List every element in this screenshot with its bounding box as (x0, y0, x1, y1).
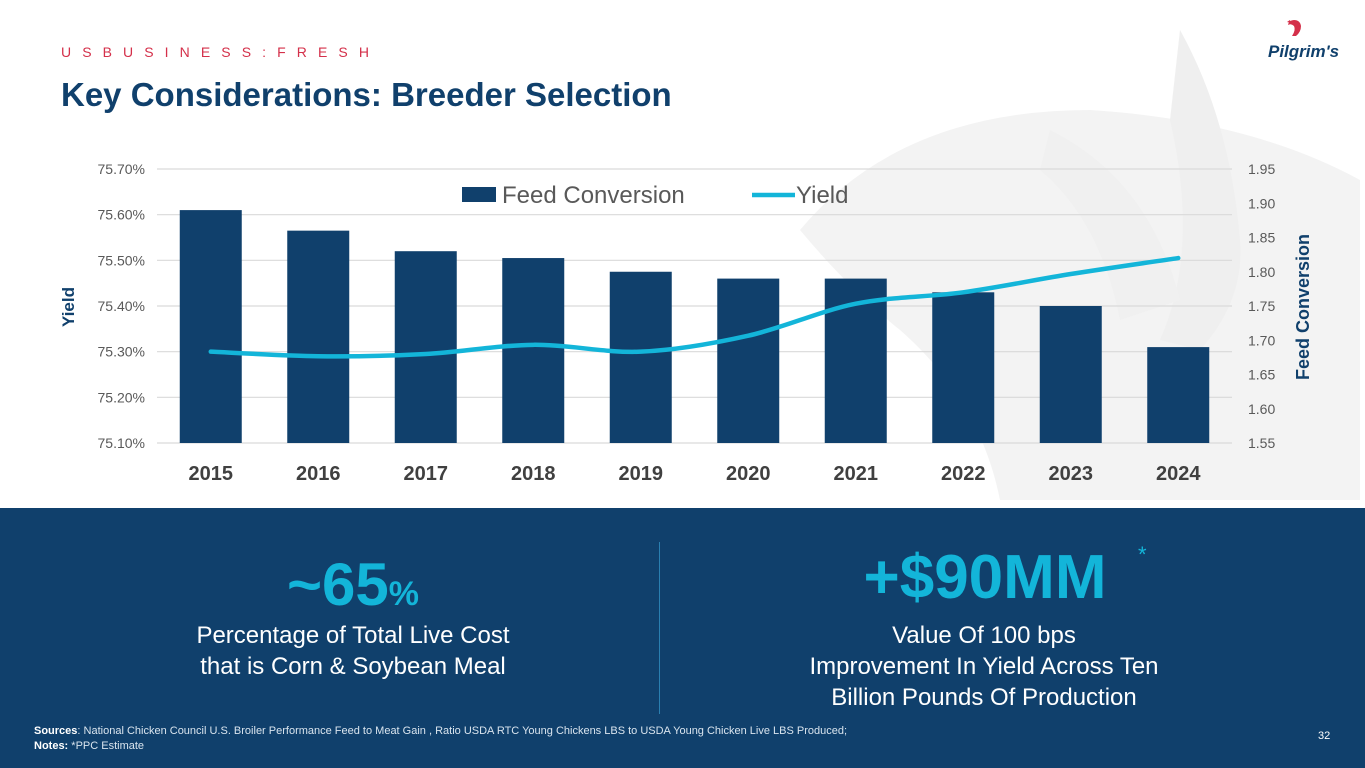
x-tick-label: 2022 (941, 463, 986, 485)
legend-label-feed-conversion: Feed Conversion (502, 182, 685, 209)
bar-feed-conversion (932, 292, 995, 443)
left-tick-label: 75.70% (98, 161, 145, 177)
left-tick-label: 75.40% (98, 298, 145, 314)
yield-label-line3: Billion Pounds Of Production (831, 684, 1137, 711)
bar-feed-conversion (179, 210, 242, 443)
yield-value-stat-marker: * (1138, 542, 1147, 567)
right-tick-label: 1.60 (1248, 401, 1275, 417)
corn-soy-stat-label: Percentage of Total Live Cost that is Co… (143, 620, 563, 682)
bar-feed-conversion (1147, 347, 1210, 443)
page-title: Key Considerations: Breeder Selection (61, 76, 672, 113)
left-tick-label: 75.50% (98, 252, 145, 268)
yield-value-stat-label: Value Of 100 bps Improvement In Yield Ac… (740, 620, 1228, 713)
section-eyebrow: U S B U S I N E S S : F R E S H (61, 44, 373, 60)
right-tick-label: 1.70 (1248, 332, 1275, 348)
legend-label-yield: Yield (796, 182, 848, 209)
yield-label-line1: Value Of 100 bps (892, 622, 1076, 649)
x-tick-label: 2023 (1049, 463, 1094, 485)
x-tick-label: 2016 (296, 463, 341, 485)
yield-label-line2: Improvement In Yield Across Ten (809, 653, 1159, 680)
x-tick-label: 2021 (834, 463, 879, 485)
bar-feed-conversion (502, 258, 565, 443)
yield-series-line (208, 255, 1181, 359)
rooster-icon (1287, 20, 1301, 36)
highlights-panel (0, 508, 1365, 768)
bar-feed-conversion (287, 230, 350, 443)
x-axis-labels: 2015 2016 2017 2018 2019 2020 2021 2022 2023 2024 (189, 463, 1202, 485)
page-number: 32 (1318, 730, 1331, 742)
chart-bars (179, 210, 1210, 443)
chart-legend: Feed Conversion Yield (462, 182, 848, 209)
corn-soy-stat-unit: % (388, 575, 419, 613)
sources-label: Sources (34, 725, 78, 737)
notes-label: Notes: (34, 740, 69, 752)
sources-note: Sources: National Chicken Council U.S. B… (34, 724, 847, 754)
x-tick-label: 2017 (404, 463, 449, 485)
right-tick-label: 1.55 (1248, 435, 1275, 451)
right-tick-label: 1.85 (1248, 230, 1275, 246)
x-tick-label: 2024 (1156, 463, 1201, 485)
company-logo: Pilgrim's (1268, 18, 1348, 68)
right-tick-label: 1.95 (1248, 161, 1275, 177)
left-tick-label: 75.30% (98, 344, 145, 360)
yield-value-stat: +$90MM * (800, 542, 1170, 613)
right-axis-ticks: 1.95 1.90 1.85 1.80 1.75 1.70 1.65 1.60 1.55 (1248, 161, 1275, 451)
left-axis-ticks: 75.70% 75.60% 75.50% 75.40% 75.30% 75.20% 75.1… (98, 161, 145, 451)
bar-feed-conversion (394, 251, 457, 443)
right-tick-label: 1.75 (1248, 298, 1275, 314)
x-tick-label: 2015 (189, 463, 234, 485)
right-axis-label: Feed Conversion (1293, 234, 1313, 380)
corn-soy-label-line1: Percentage of Total Live Cost (196, 622, 510, 649)
right-tick-label: 1.90 (1248, 195, 1275, 211)
legend-swatch-feed-conversion (462, 187, 496, 202)
notes-text: *PPC Estimate (68, 740, 145, 752)
panel-divider (659, 542, 660, 714)
corn-soy-stat-value: ~65 (286, 551, 389, 618)
sources-text: : National Chicken Council U.S. Broiler … (77, 725, 848, 737)
right-tick-label: 1.65 (1248, 367, 1275, 383)
left-tick-label: 75.60% (98, 207, 145, 223)
yield-value-stat-value: +$90MM (863, 543, 1107, 612)
left-tick-label: 75.10% (98, 435, 145, 451)
x-tick-label: 2018 (511, 463, 556, 485)
right-tick-label: 1.80 (1248, 264, 1275, 280)
corn-soy-stat: ~65% (163, 550, 543, 619)
x-tick-label: 2019 (619, 463, 664, 485)
left-axis-label: Yield (59, 287, 78, 327)
left-tick-label: 75.20% (98, 389, 145, 405)
bar-feed-conversion (609, 271, 672, 443)
feed-yield-chart: 75.70% 75.60% 75.50% 75.40% 75.30% 75.20% 75.1… (59, 161, 1313, 485)
bar-feed-conversion (1039, 306, 1102, 443)
x-tick-label: 2020 (726, 463, 771, 485)
logo-wordmark: Pilgrim's (1268, 42, 1340, 61)
bar-feed-conversion (717, 278, 780, 443)
corn-soy-label-line2: that is Corn & Soybean Meal (200, 653, 506, 680)
